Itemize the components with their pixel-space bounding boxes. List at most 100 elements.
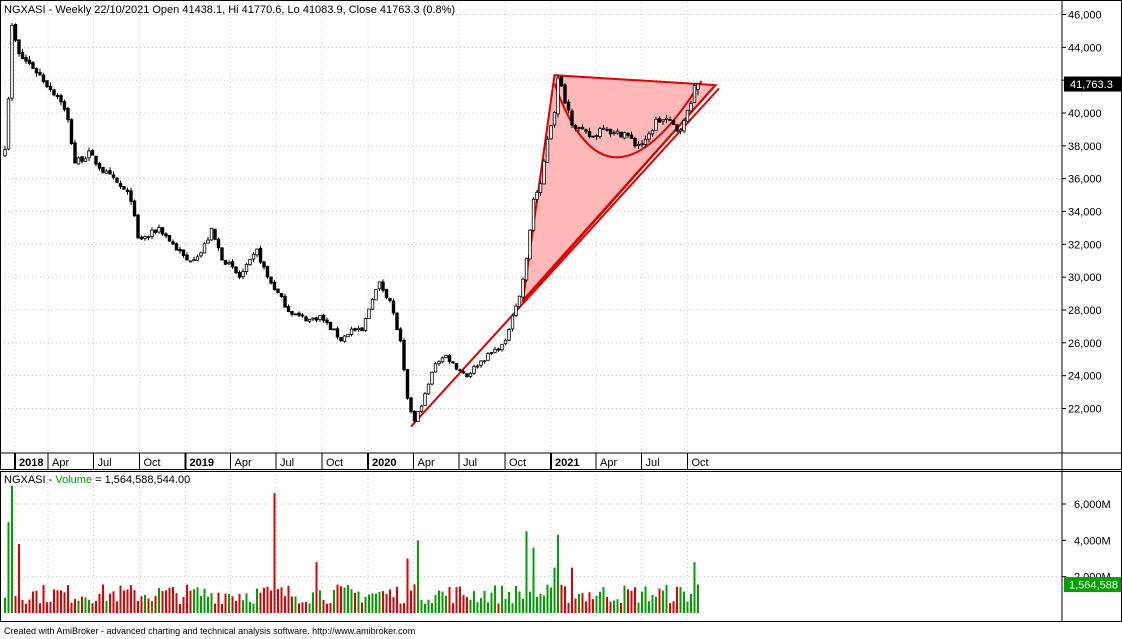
candle-body (104, 170, 109, 174)
candle-body (220, 247, 224, 261)
candle-body (293, 313, 298, 316)
candle-body (178, 249, 182, 252)
candle-body (272, 281, 277, 291)
x-tick-label: Apr (52, 457, 69, 469)
x-tick-label: Jul (280, 457, 294, 469)
candle-body (594, 135, 599, 138)
candle-body (503, 339, 508, 345)
candle-body (514, 305, 518, 316)
candle-body (31, 62, 35, 69)
candle-body (444, 354, 448, 359)
candle-body (689, 103, 693, 112)
y-tick-label: 22,000 (1068, 404, 1102, 416)
volume-title-value: = 1,564,588,544.00 (92, 474, 190, 486)
candle-body (489, 352, 494, 354)
candle-body (59, 95, 63, 103)
candle-body (381, 281, 385, 291)
candle-body (108, 170, 112, 175)
candle-body (20, 52, 25, 60)
candle-body (402, 339, 406, 371)
candle-body (654, 118, 658, 131)
candle-body (601, 127, 606, 130)
candle-body (482, 360, 487, 363)
candle-body (17, 39, 21, 55)
candle-body (251, 253, 256, 260)
volume-panel-header: NGXASI - Volume = 1,564,588,544.00 (4, 474, 190, 486)
candle-body (493, 348, 497, 353)
candle-body (279, 293, 284, 298)
candle-body (262, 261, 266, 268)
candle-body (353, 328, 357, 331)
candle-body (556, 77, 560, 115)
candle-body (244, 263, 249, 272)
candle-body (150, 229, 154, 237)
candle-body (622, 132, 627, 139)
last-price-badge-bg (1064, 76, 1121, 92)
candle-body (451, 361, 455, 364)
volume-tick-label: 6,000M (1074, 499, 1111, 511)
candle-body (237, 272, 242, 278)
candle-body (101, 166, 105, 173)
candle-body (181, 249, 186, 256)
candle-body (335, 328, 340, 338)
candle-body (304, 316, 308, 322)
candle-body (388, 297, 392, 301)
candle-body (454, 363, 459, 370)
candle-body (45, 80, 49, 88)
candle-body (164, 233, 168, 237)
y-tick-label: 26,000 (1068, 338, 1102, 350)
candle-body (608, 128, 613, 135)
candle-body (675, 124, 679, 132)
candle-body (647, 133, 651, 140)
candle-body (202, 243, 207, 254)
y-tick-label: 46,000 (1068, 10, 1102, 22)
candle-body (629, 134, 634, 139)
candle-body (409, 397, 413, 413)
candle-body (573, 125, 578, 129)
candle-body (255, 248, 259, 256)
candle-body (545, 138, 550, 163)
candle-body (216, 238, 221, 249)
candle-body (479, 360, 483, 366)
candle-body (185, 254, 189, 261)
x-tick-label: 2018 (19, 457, 43, 469)
candle-body (349, 328, 354, 335)
candle-body (692, 84, 697, 103)
candle-body (97, 163, 102, 169)
candle-body (325, 319, 329, 324)
candle-body (549, 125, 553, 140)
volume-tick-label: 4,000M (1074, 535, 1111, 547)
candle-body (171, 241, 175, 245)
candle-body (570, 110, 574, 126)
candle-body (90, 149, 95, 156)
candle-body (342, 335, 347, 342)
candle-body (416, 411, 420, 423)
x-tick-label: Oct (692, 457, 709, 469)
candle-body (612, 132, 616, 135)
candle-body (129, 190, 133, 202)
candle-body (664, 117, 669, 120)
candle-body (615, 130, 620, 134)
y-tick-label: 34,000 (1068, 207, 1102, 219)
x-tick-label: Oct (326, 457, 343, 469)
candle-body (115, 177, 119, 183)
candle-body (6, 98, 11, 150)
candle-body (234, 266, 238, 274)
candle-body (146, 236, 151, 239)
candle-body (671, 120, 676, 125)
candle-body (62, 101, 67, 110)
candle-body (136, 214, 140, 239)
y-tick-label: 30,000 (1068, 272, 1102, 284)
volume-title-series: Volume (55, 474, 92, 486)
y-tick-label: 40,000 (1068, 108, 1102, 120)
candle-body (524, 258, 529, 281)
price-panel-header: NGXASI - Weekly 22/10/2021 Open 41438.1,… (4, 4, 455, 16)
candle-body (538, 183, 543, 193)
trendline (410, 87, 720, 428)
last-volume-badge: 1,564,588 (1064, 577, 1121, 593)
price-candles (3, 22, 700, 423)
x-tick-label: 2019 (190, 457, 214, 469)
candle-body (430, 371, 434, 385)
